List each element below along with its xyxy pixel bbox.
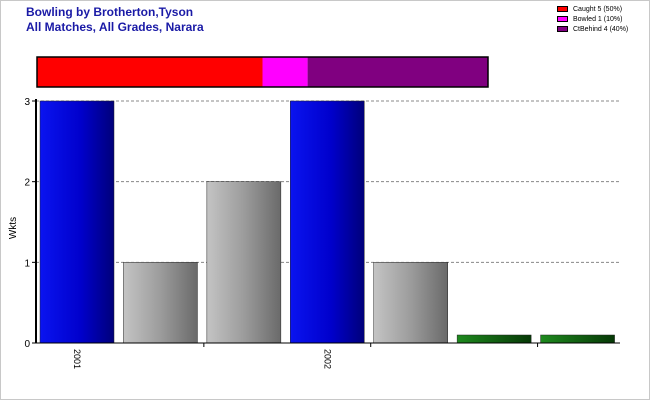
breakdown-border — [36, 56, 489, 88]
y-tick-label: 0 — [24, 339, 30, 350]
bar-6 — [456, 334, 532, 344]
bar-1 — [39, 100, 115, 344]
bars — [39, 100, 615, 344]
legend-label-bowled: Bowled 1 (10%) — [573, 16, 623, 23]
bar-7 — [540, 334, 615, 344]
breakdown-segment-ctbehind — [307, 57, 488, 87]
legend-swatch-bowled — [557, 16, 568, 22]
x-tick-label: 2001 — [72, 349, 82, 369]
legend-label-caught: Caught 5 (50%) — [573, 6, 623, 13]
bar-2 — [123, 262, 198, 344]
y-tick-label: 3 — [24, 97, 30, 108]
chart-subtitle: All Matches, All Grades, Narara — [26, 20, 204, 34]
legend-label-ctbehind: CtBehind 4 (40%) — [573, 26, 629, 33]
axis-labels: 0 1 2 3 2001 2002 Wkts — [8, 97, 332, 369]
chart-title: Bowling by Brotherton,Tyson — [26, 5, 194, 19]
legend-swatch-caught — [557, 6, 568, 12]
bar-5 — [373, 262, 448, 344]
axes — [35, 99, 620, 347]
y-axis-label: Wkts — [8, 217, 19, 239]
bar-3 — [206, 181, 282, 344]
y-tick-label: 2 — [24, 178, 30, 189]
breakdown-segment-bowled — [262, 57, 308, 87]
breakdown-segment-caught — [37, 57, 263, 87]
bar-4 — [290, 100, 365, 344]
y-tick-label: 1 — [24, 258, 30, 269]
dismissal-breakdown-bar — [36, 56, 489, 88]
legend-swatch-ctbehind — [557, 26, 568, 32]
x-tick-label: 2002 — [322, 349, 332, 369]
